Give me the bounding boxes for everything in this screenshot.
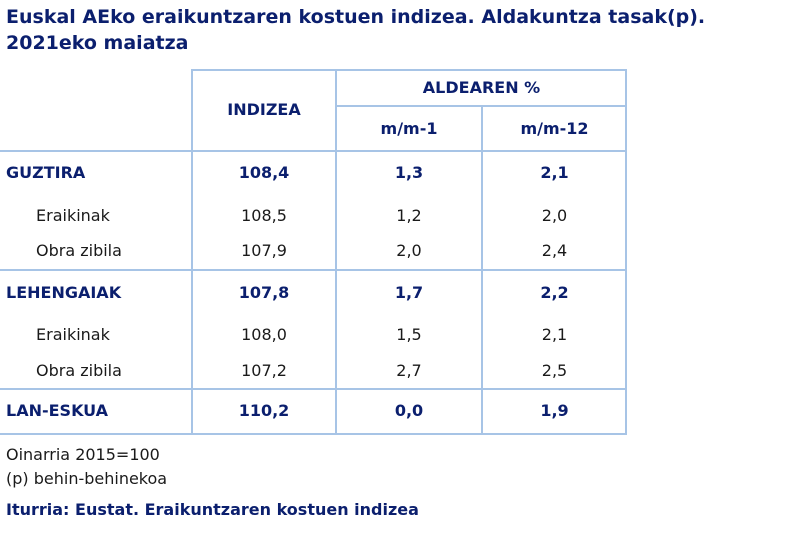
col-border-1 [191, 69, 193, 435]
table-top-border [191, 69, 626, 71]
note-provisional: (p) behin-behinekoa [6, 469, 168, 488]
subheader-border [335, 105, 626, 107]
header-mm12: m/m-12 [520, 119, 589, 138]
row-label: Obra zibila [36, 361, 122, 380]
col-border-4 [625, 69, 627, 435]
row-index: 108,5 [241, 206, 287, 225]
row-mm1-total: 1,3 [394, 163, 424, 182]
row-mm12: 2,4 [541, 241, 568, 260]
row-mm1: 1,2 [396, 206, 422, 225]
row-mm12-total: 2,1 [540, 163, 569, 182]
row-index: 108,0 [241, 325, 287, 344]
row-mm1: 2,0 [396, 241, 422, 260]
data-table: INDIZEA ALDEAREN % m/m-1 m/m-12 GUZTIRA … [0, 69, 627, 435]
row-index-materials: 107,8 [238, 283, 290, 302]
row-mm12: 2,0 [541, 206, 568, 225]
row-mm1: 2,7 [396, 361, 422, 380]
row-label: Eraikinak [36, 206, 110, 225]
row-label-materials: LEHENGAIAK [6, 283, 122, 302]
row-index: 107,2 [241, 361, 287, 380]
col-border-2 [335, 69, 337, 435]
row-mm1-materials: 1,7 [394, 283, 424, 302]
header-bottom-border [0, 150, 626, 152]
col-border-3 [481, 105, 483, 435]
row-mm12: 2,5 [541, 361, 568, 380]
source-note: Iturria: Eustat. Eraikuntzaren kostuen i… [6, 500, 419, 519]
row-label-total: GUZTIRA [6, 163, 86, 182]
page-title: Euskal AEko eraikuntzaren kostuen indize… [6, 6, 706, 54]
header-mm1: m/m-1 [380, 119, 438, 138]
row-label-labour: LAN-ESKUA [6, 401, 109, 420]
row-mm12: 2,1 [541, 325, 568, 344]
row-mm12-labour: 1,9 [540, 401, 569, 420]
header-index: INDIZEA [227, 100, 301, 119]
row-label: Obra zibila [36, 241, 122, 260]
row-index-labour: 110,2 [238, 401, 290, 420]
row-mm12-materials: 2,2 [540, 283, 569, 302]
note-base: Oinarria 2015=100 [6, 445, 160, 464]
row-label: Eraikinak [36, 325, 110, 344]
row-index: 107,9 [241, 241, 287, 260]
group-border-1 [0, 269, 626, 271]
row-mm1: 1,5 [396, 325, 422, 344]
row-index-total: 108,4 [238, 163, 290, 182]
group-border-2 [0, 388, 626, 390]
header-change-group: ALDEAREN % [422, 78, 541, 97]
table-bottom-border [0, 433, 626, 435]
row-mm1-labour: 0,0 [394, 401, 424, 420]
